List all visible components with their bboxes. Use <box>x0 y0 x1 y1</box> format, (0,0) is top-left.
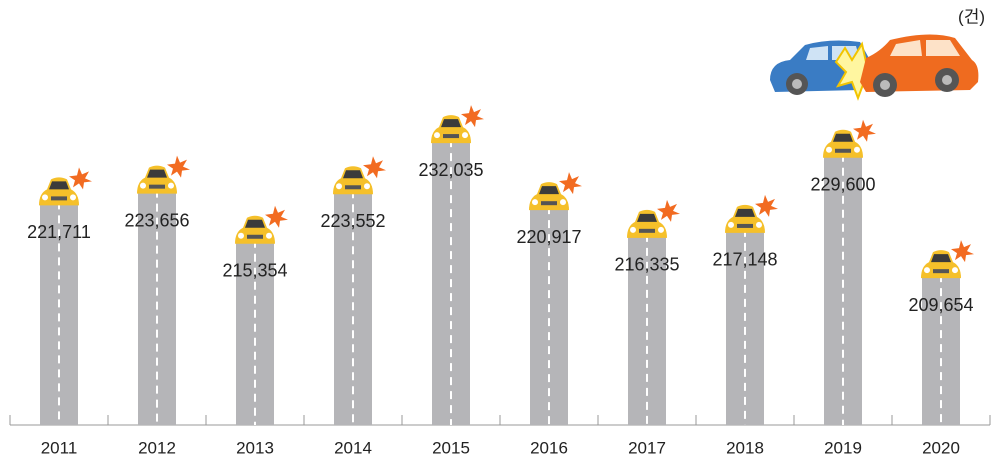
car-icon <box>39 167 92 205</box>
car-icon <box>725 195 778 233</box>
crash-star <box>265 206 288 228</box>
value-label: 232,035 <box>418 160 483 180</box>
car-light <box>630 227 636 233</box>
car-grille <box>51 196 67 200</box>
car-grille <box>247 235 263 239</box>
car-light <box>168 183 174 189</box>
x-tick-label: 2012 <box>138 438 176 457</box>
car-window <box>539 186 559 194</box>
crash-star <box>559 172 582 194</box>
crash-star <box>853 120 876 142</box>
x-tick-label: 2017 <box>628 438 666 457</box>
car-grille <box>541 201 557 205</box>
car-window <box>49 181 69 189</box>
x-tick-label: 2015 <box>432 438 470 457</box>
car-icon <box>137 156 190 194</box>
car-light <box>434 132 440 138</box>
car-light <box>364 183 370 189</box>
car-window <box>735 209 755 217</box>
car-light <box>924 267 930 273</box>
value-label: 209,654 <box>908 295 973 315</box>
car-grille <box>737 224 753 228</box>
value-label: 220,917 <box>516 227 581 247</box>
x-tick-label: 2011 <box>41 438 78 457</box>
crash-star <box>363 156 386 178</box>
value-label: 223,552 <box>320 211 385 231</box>
crash-star <box>951 240 974 262</box>
car-light <box>756 222 762 228</box>
car-light <box>42 194 48 200</box>
crash-star <box>657 200 680 222</box>
value-label: 229,600 <box>810 175 875 195</box>
car-icon <box>627 200 680 238</box>
car-light <box>140 183 146 189</box>
car-light <box>462 132 468 138</box>
value-label: 216,335 <box>614 255 679 275</box>
car-light <box>238 233 244 239</box>
value-label: 223,656 <box>124 210 189 230</box>
car-icon <box>529 172 582 210</box>
crash-star <box>755 195 778 217</box>
car-light <box>952 267 958 273</box>
car-light <box>532 199 538 205</box>
car-grille <box>835 149 851 153</box>
car-grille <box>639 229 655 233</box>
car-grille <box>345 185 361 189</box>
car-icon <box>235 206 288 244</box>
car-grille <box>933 269 949 273</box>
car-window <box>931 254 951 262</box>
car-grille <box>443 134 459 138</box>
x-tick-label: 2014 <box>334 438 372 457</box>
car-light <box>266 233 272 239</box>
x-tick-label: 2020 <box>922 438 960 457</box>
car-light <box>826 147 832 153</box>
x-tick-label: 2013 <box>236 438 274 457</box>
car-window <box>343 170 363 178</box>
car-light <box>658 227 664 233</box>
car-window <box>245 220 265 228</box>
value-label: 215,354 <box>222 261 287 281</box>
value-label: 217,148 <box>712 250 777 270</box>
x-tick-label: 2018 <box>726 438 764 457</box>
car-light <box>560 199 566 205</box>
car-window <box>637 214 657 222</box>
car-icon <box>921 240 974 278</box>
car-light <box>854 147 860 153</box>
crash-star <box>461 105 484 127</box>
crash-star <box>69 167 92 189</box>
crash-star <box>167 156 190 178</box>
car-light <box>70 194 76 200</box>
car-icon <box>823 120 876 158</box>
car-icon <box>431 105 484 143</box>
car-window <box>833 134 853 142</box>
car-light <box>336 183 342 189</box>
car-grille <box>149 185 165 189</box>
car-window <box>147 170 167 178</box>
car-icon <box>333 156 386 194</box>
value-label: 221,711 <box>27 222 91 242</box>
x-tick-label: 2019 <box>824 438 862 457</box>
chart: (건) 2011 221,711 2012 223,656 2013 215,354 201… <box>0 0 1001 460</box>
car-window <box>441 119 461 127</box>
crash-illustration <box>770 34 978 98</box>
x-tick-label: 2016 <box>530 438 568 457</box>
unit-label: (건) <box>958 7 985 26</box>
car-light <box>728 222 734 228</box>
